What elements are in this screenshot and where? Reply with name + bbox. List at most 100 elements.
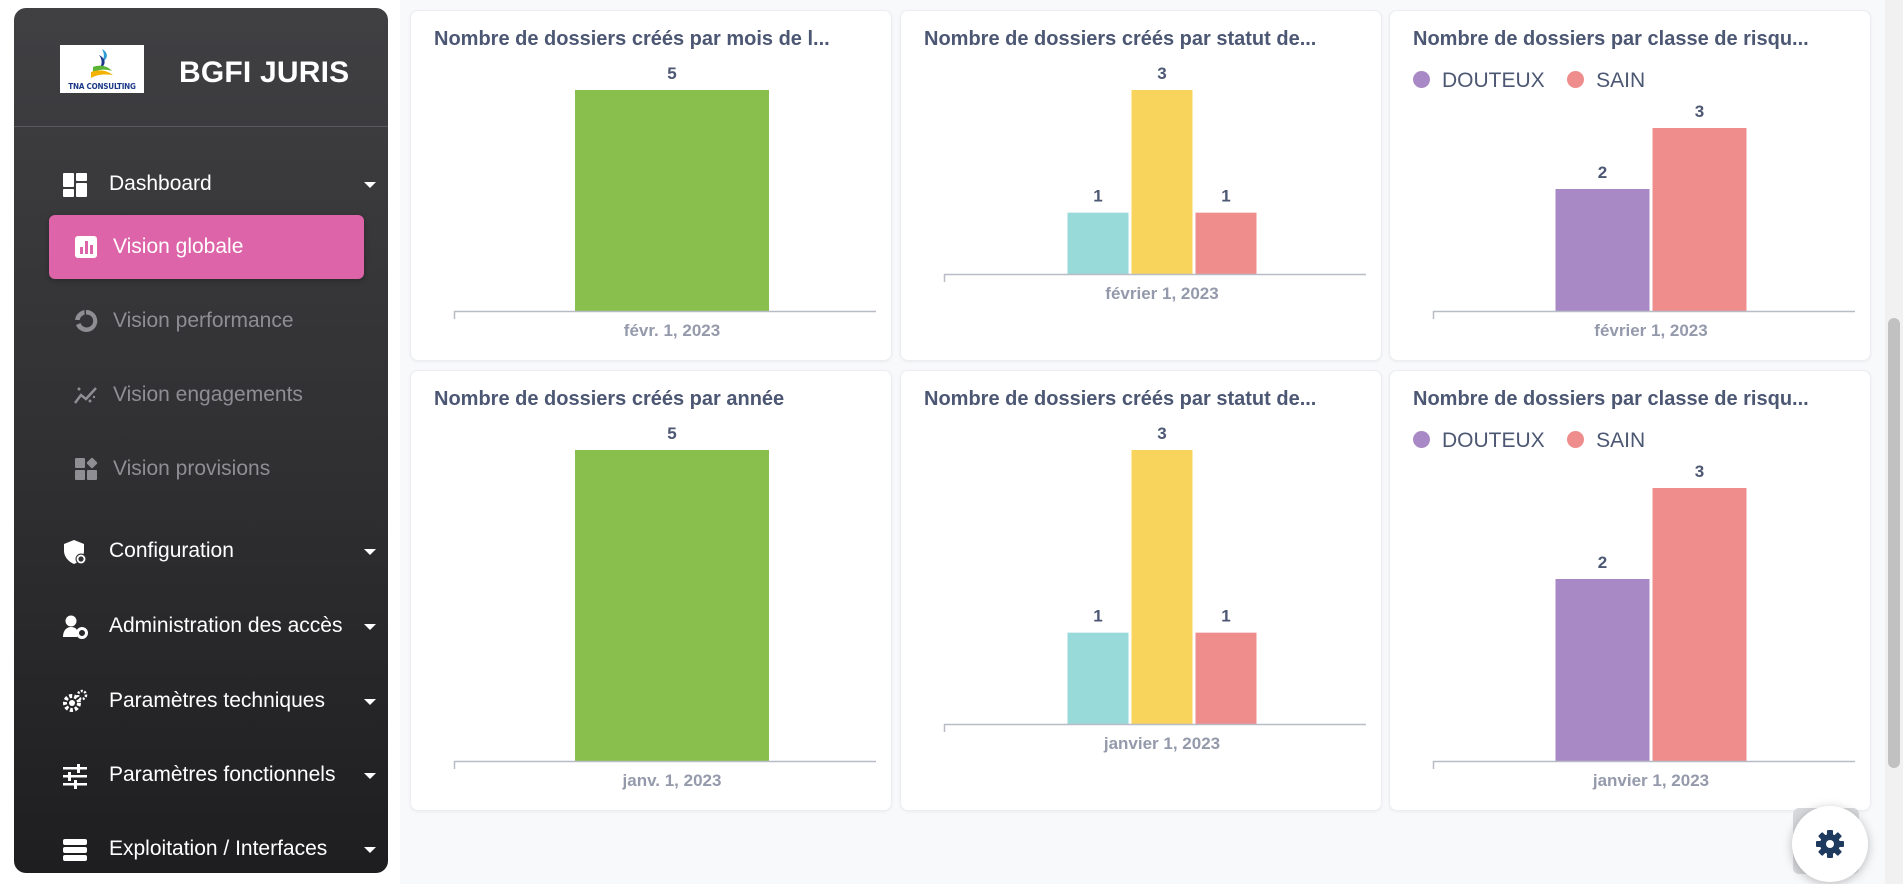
- data-label: 3: [1157, 64, 1166, 83]
- dashboard-icon: [63, 173, 87, 197]
- app-title: BGFI JURIS: [179, 56, 350, 89]
- chevron-down-icon: [364, 773, 376, 779]
- tiles-icon: [75, 457, 98, 480]
- shield-gear-icon: [64, 540, 87, 565]
- trend-icon: [74, 387, 97, 404]
- x-tick-label: févr. 1, 2023: [624, 321, 720, 340]
- chart-title: Nombre de dossiers par classe de risqu..…: [1413, 388, 1809, 410]
- legend-item[interactable]: DOUTEUX: [1413, 69, 1545, 93]
- chart: 1 3 1 janvier 1, 2023: [943, 424, 1366, 753]
- chart-card[interactable]: Nombre de dossiers créés par statut de..…: [900, 370, 1382, 811]
- dashboard-main: Nombre de dossiers créés par mois de l..…: [400, 0, 1885, 884]
- brand-header: TNA CONSULTING BGFI JURIS: [14, 8, 388, 126]
- chart: 5 janv. 1, 2023: [453, 424, 876, 790]
- user-gear-icon: [63, 615, 88, 639]
- data-label: 5: [667, 424, 676, 443]
- chart-card[interactable]: Nombre de dossiers par classe de risqu..…: [1389, 10, 1871, 361]
- chevron-down-icon: [364, 182, 376, 188]
- chart-card[interactable]: Nombre de dossiers par classe de risqu..…: [1389, 370, 1871, 811]
- bar-nombre[interactable]: [575, 450, 769, 761]
- gears-icon: [63, 689, 88, 712]
- bar-statut-3[interactable]: [1195, 212, 1257, 274]
- data-label: 3: [1695, 462, 1704, 481]
- legend-item[interactable]: SAIN: [1567, 429, 1645, 453]
- chart: 1 3 1 février 1, 2023: [943, 64, 1366, 303]
- chart-title: Nombre de dossiers créés par année: [434, 388, 785, 410]
- divider: [14, 126, 388, 127]
- legend-label: DOUTEUX: [1442, 429, 1545, 452]
- chart-card[interactable]: Nombre de dossiers créés par mois de l..…: [410, 10, 892, 361]
- chevron-down-icon: [364, 549, 376, 555]
- legend-label: SAIN: [1596, 69, 1646, 92]
- x-tick-label: février 1, 2023: [1105, 284, 1218, 303]
- scrollbar-thumb[interactable]: [1888, 318, 1900, 768]
- x-tick-label: janv. 1, 2023: [622, 771, 722, 790]
- chart-title: Nombre de dossiers créés par mois de l..…: [434, 28, 830, 50]
- data-label: 1: [1221, 607, 1230, 626]
- bar-statut-1[interactable]: [1067, 212, 1129, 274]
- sub-item-label: Vision provisions: [113, 457, 271, 480]
- data-label: 5: [667, 64, 676, 83]
- nav-parametres-techniques[interactable]: Paramètres techniques: [14, 673, 388, 729]
- data-label: 3: [1695, 102, 1704, 121]
- chart-legend: DOUTEUX SAIN: [1413, 69, 1663, 93]
- nav-configuration-label: Configuration: [109, 539, 234, 562]
- bar-statut-2[interactable]: [1131, 90, 1193, 274]
- legend-dot: [1567, 431, 1585, 448]
- nav-parametres-techniques-label: Paramètres techniques: [109, 689, 325, 712]
- nav-exploitation-label: Exploitation / Interfaces: [109, 837, 328, 860]
- nav-parametres-fonctionnels-label: Paramètres fonctionnels: [109, 763, 336, 786]
- legend-dot: [1413, 431, 1430, 448]
- sub-item-vision-globale[interactable]: Vision globale: [49, 215, 364, 279]
- data-label: 1: [1093, 187, 1102, 206]
- nav-dashboard-label: Dashboard: [109, 172, 212, 195]
- sliders-icon: [63, 764, 87, 789]
- legend-label: DOUTEUX: [1442, 69, 1545, 92]
- nav-configuration[interactable]: Configuration: [14, 523, 388, 579]
- chart-card[interactable]: Nombre de dossiers créés par statut de..…: [900, 10, 1382, 361]
- bar-sain[interactable]: [1652, 128, 1747, 311]
- logo-text: TNA CONSULTING: [68, 82, 136, 91]
- bar-statut-1[interactable]: [1067, 632, 1129, 724]
- sub-item-vision-provisions[interactable]: Vision provisions: [49, 437, 364, 501]
- bar-chart-icon: [75, 236, 97, 258]
- sub-item-vision-performance[interactable]: Vision performance: [49, 289, 364, 353]
- server-icon: [63, 839, 87, 861]
- chart-title: Nombre de dossiers créés par statut de..…: [924, 28, 1317, 50]
- data-label: 2: [1598, 553, 1607, 572]
- bar-nombre[interactable]: [575, 90, 769, 311]
- sub-item-label: Vision performance: [113, 309, 294, 332]
- chart: 2 3 février 1, 2023: [1432, 102, 1855, 340]
- settings-button[interactable]: [1792, 806, 1868, 882]
- legend-item[interactable]: DOUTEUX: [1413, 429, 1545, 453]
- nav-administration-acces[interactable]: Administration des accès: [14, 598, 388, 654]
- bar-statut-3[interactable]: [1195, 632, 1257, 724]
- data-label: 3: [1157, 424, 1166, 443]
- nav-exploitation-interfaces[interactable]: Exploitation / Interfaces: [14, 821, 388, 873]
- x-tick-label: janvier 1, 2023: [1592, 771, 1709, 790]
- nav-administration-label: Administration des accès: [109, 614, 343, 637]
- bar-sain[interactable]: [1652, 488, 1747, 761]
- bar-statut-2[interactable]: [1131, 450, 1193, 724]
- chevron-down-icon: [364, 624, 376, 630]
- chart-legend: DOUTEUX SAIN: [1413, 429, 1663, 453]
- bar-douteux[interactable]: [1555, 579, 1650, 761]
- bar-douteux[interactable]: [1555, 189, 1650, 311]
- legend-item[interactable]: SAIN: [1567, 69, 1645, 93]
- legend-dot: [1413, 71, 1430, 88]
- nav-parametres-fonctionnels[interactable]: Paramètres fonctionnels: [14, 747, 388, 803]
- legend-label: SAIN: [1596, 429, 1646, 452]
- legend-dot: [1567, 71, 1585, 88]
- data-label: 1: [1093, 607, 1102, 626]
- sub-item-label: Vision globale: [113, 235, 244, 258]
- sidebar: TNA CONSULTING BGFI JURIS Dashboard Visi…: [14, 8, 388, 873]
- logo-leaf-icon: [91, 49, 113, 78]
- gear-icon: [1816, 830, 1844, 858]
- chart-card[interactable]: Nombre de dossiers créés par année 5 janv…: [410, 370, 892, 811]
- chevron-down-icon: [364, 699, 376, 705]
- chevron-down-icon: [364, 847, 376, 853]
- x-tick-label: février 1, 2023: [1594, 321, 1707, 340]
- nav-dashboard[interactable]: Dashboard: [14, 156, 388, 212]
- company-logo[interactable]: TNA CONSULTING: [60, 45, 144, 93]
- sub-item-vision-engagements[interactable]: Vision engagements: [49, 363, 364, 427]
